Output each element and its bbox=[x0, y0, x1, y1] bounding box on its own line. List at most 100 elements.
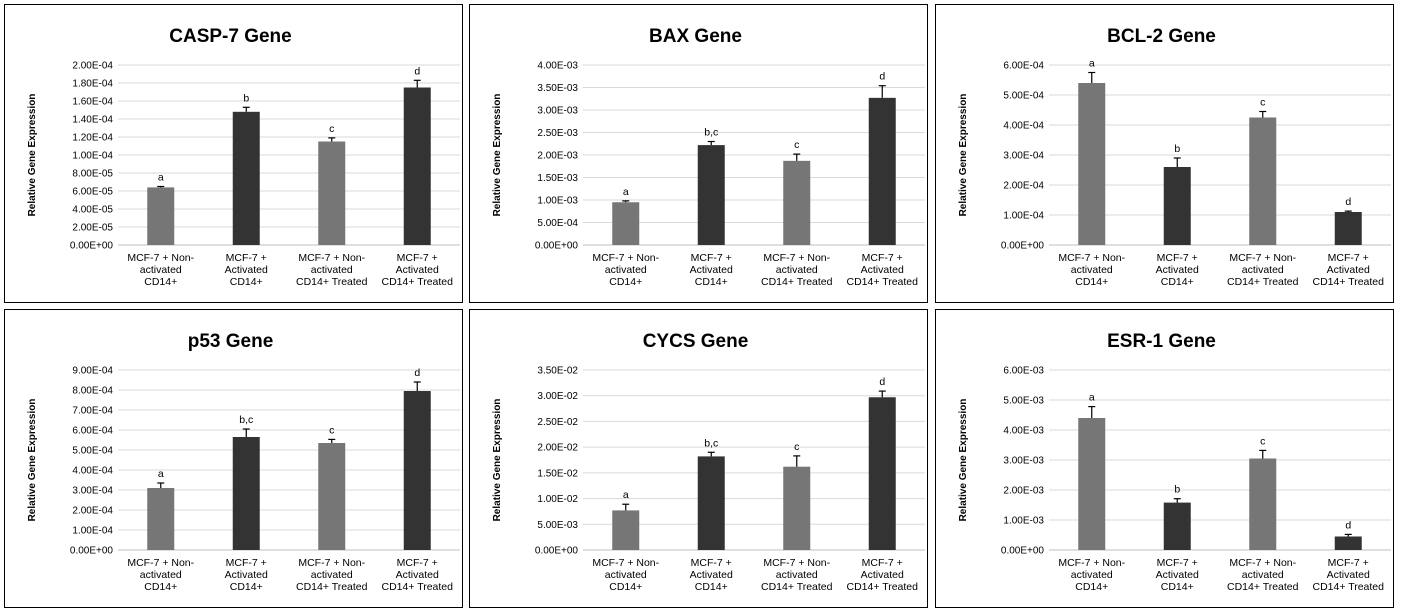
bar bbox=[612, 510, 640, 550]
y-tick-label: 0.00E+00 bbox=[1001, 546, 1045, 557]
chart-title: BCL-2 Gene bbox=[1107, 26, 1216, 47]
bar bbox=[1078, 83, 1106, 245]
bar bbox=[1163, 502, 1191, 550]
significance-label: d bbox=[414, 65, 420, 77]
x-category-label: MCF-7 + Non- bbox=[127, 557, 194, 569]
x-category-label: CD14+ Treated bbox=[296, 276, 368, 288]
x-category-label: CD14+ Treated bbox=[1312, 276, 1384, 288]
y-tick-label: 3.00E-04 bbox=[72, 486, 113, 497]
chart-title: CASP-7 Gene bbox=[169, 26, 291, 47]
x-category-label: MCF-7 + bbox=[1157, 557, 1198, 569]
y-tick-label: 2.50E-02 bbox=[537, 417, 578, 428]
x-category-label: CD14+ Treated bbox=[381, 276, 453, 288]
y-tick-label: 3.50E-03 bbox=[537, 83, 578, 94]
x-category-label: activated bbox=[140, 569, 182, 581]
y-tick-label: 1.00E-02 bbox=[537, 494, 578, 505]
bar bbox=[697, 145, 725, 245]
y-tick-label: 2.00E-03 bbox=[1003, 486, 1044, 497]
y-tick-label: 3.00E-03 bbox=[537, 106, 578, 117]
chart-panel-esr1: ESR-1 Gene Relative Gene Expression 0.00E+… bbox=[935, 309, 1394, 608]
chart-svg: p53 Gene Relative Gene Expression 0.00E+00… bbox=[27, 331, 460, 593]
x-category-label: CD14+ Treated bbox=[846, 581, 918, 593]
y-tick-label: 4.00E-03 bbox=[1003, 426, 1044, 437]
chart-svg: CYCS Gene Relative Gene Expression 0.00E+0… bbox=[492, 331, 925, 593]
x-category-label: CD14+ bbox=[230, 581, 263, 593]
chart-panel-casp7: CASP-7 Gene Relative Gene Expression 0.00E… bbox=[4, 4, 463, 303]
y-tick-label: 3.50E-02 bbox=[537, 366, 578, 377]
x-category-label: Activated bbox=[861, 264, 904, 276]
x-category-label: CD14+ Treated bbox=[296, 581, 368, 593]
significance-label: c bbox=[329, 123, 334, 135]
chart-panel-p53: p53 Gene Relative Gene Expression 0.00E+00… bbox=[4, 309, 463, 608]
bar bbox=[1249, 117, 1277, 245]
significance-label: b bbox=[1174, 484, 1180, 496]
y-tick-label: 3.00E-04 bbox=[1003, 151, 1044, 162]
x-category-label: Activated bbox=[225, 569, 268, 581]
x-category-label: CD14+ bbox=[1075, 276, 1108, 288]
y-axis-label: Relative Gene Expression bbox=[958, 399, 969, 522]
significance-label: c bbox=[794, 139, 799, 151]
x-category-label: activated bbox=[311, 264, 353, 276]
y-tick-label: 5.00E-04 bbox=[72, 446, 113, 457]
bar bbox=[318, 443, 346, 550]
x-category-label: CD14+ Treated bbox=[761, 581, 833, 593]
significance-label: c bbox=[1260, 97, 1265, 109]
x-category-label: MCF-7 + bbox=[691, 557, 732, 569]
bar bbox=[1334, 212, 1362, 245]
x-category-label: Activated bbox=[396, 264, 439, 276]
x-category-label: activated bbox=[776, 264, 818, 276]
x-category-label: Activated bbox=[1156, 569, 1199, 581]
x-category-label: Activated bbox=[1327, 569, 1370, 581]
y-tick-label: 2.00E-03 bbox=[537, 151, 578, 162]
significance-label: a bbox=[158, 468, 164, 480]
chart-title: p53 Gene bbox=[188, 331, 274, 352]
y-tick-label: 5.00E-03 bbox=[1003, 396, 1044, 407]
y-tick-label: 4.00E-04 bbox=[72, 466, 113, 477]
x-category-label: Activated bbox=[861, 569, 904, 581]
significance-label: a bbox=[158, 172, 164, 184]
x-category-label: MCF-7 + Non- bbox=[298, 252, 365, 264]
x-category-label: Activated bbox=[1156, 264, 1199, 276]
x-category-label: activated bbox=[776, 569, 818, 581]
x-category-label: Activated bbox=[690, 569, 733, 581]
chart-svg: ESR-1 Gene Relative Gene Expression 0.00E+… bbox=[958, 331, 1391, 593]
x-category-label: MCF-7 + Non- bbox=[127, 252, 194, 264]
significance-label: a bbox=[623, 489, 629, 501]
y-tick-label: 0.00E+00 bbox=[535, 241, 579, 252]
significance-label: d bbox=[414, 367, 420, 379]
significance-label: c bbox=[329, 424, 334, 436]
y-tick-label: 5.00E-03 bbox=[537, 520, 578, 531]
x-category-label: Activated bbox=[225, 264, 268, 276]
y-tick-label: 0.00E+00 bbox=[70, 241, 114, 252]
x-category-label: MCF-7 + Non- bbox=[763, 557, 830, 569]
y-tick-label: 0.00E+00 bbox=[535, 546, 579, 557]
y-tick-label: 1.40E-04 bbox=[72, 115, 113, 126]
x-category-label: CD14+ bbox=[695, 276, 728, 288]
y-tick-label: 2.00E-04 bbox=[1003, 181, 1044, 192]
bar bbox=[403, 87, 431, 245]
chart-title: ESR-1 Gene bbox=[1107, 331, 1216, 352]
y-axis-label: Relative Gene Expression bbox=[492, 399, 503, 522]
bar bbox=[783, 466, 811, 550]
x-category-label: MCF-7 + bbox=[1328, 252, 1369, 264]
y-tick-label: 3.00E-03 bbox=[1003, 456, 1044, 467]
y-tick-label: 5.00E-04 bbox=[537, 218, 578, 229]
bar bbox=[232, 437, 260, 550]
x-category-label: CD14+ bbox=[1161, 276, 1194, 288]
chart-title: CYCS Gene bbox=[643, 331, 749, 352]
x-category-label: CD14+ Treated bbox=[761, 276, 833, 288]
x-category-label: activated bbox=[1242, 569, 1284, 581]
bar bbox=[868, 397, 896, 550]
y-tick-label: 4.00E-03 bbox=[537, 61, 578, 72]
significance-label: a bbox=[623, 186, 629, 198]
x-category-label: MCF-7 + Non- bbox=[592, 252, 659, 264]
y-tick-label: 6.00E-04 bbox=[1003, 61, 1044, 72]
y-tick-label: 6.00E-03 bbox=[1003, 366, 1044, 377]
bar bbox=[1249, 458, 1277, 550]
x-category-label: activated bbox=[1071, 264, 1113, 276]
bar bbox=[612, 202, 640, 245]
y-axis-label: Relative Gene Expression bbox=[958, 94, 969, 217]
significance-label: d bbox=[1345, 196, 1351, 208]
y-tick-label: 1.00E-03 bbox=[537, 196, 578, 207]
x-category-label: MCF-7 + bbox=[691, 252, 732, 264]
